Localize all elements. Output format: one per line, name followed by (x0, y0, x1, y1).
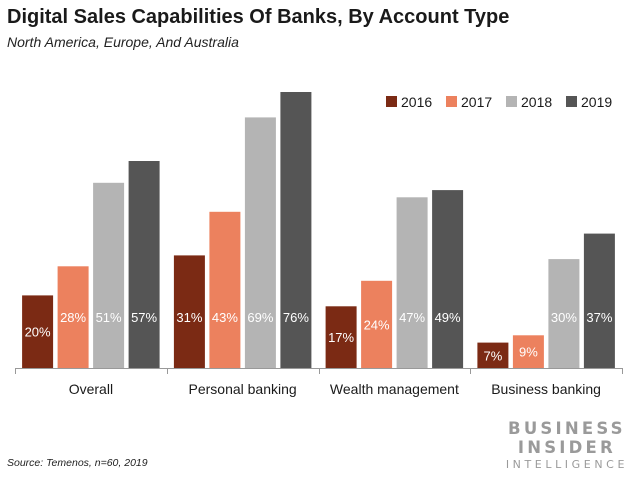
bar-2017-1 (209, 211, 241, 368)
bar-2017-0 (57, 266, 89, 368)
bar-value-label: 49% (435, 310, 461, 325)
bar-value-label: 57% (131, 310, 157, 325)
bar-2017-3 (512, 335, 544, 368)
bar-2019-0 (128, 161, 160, 368)
legend-label-2019: 2019 (581, 94, 612, 110)
legend-swatch-2016 (386, 96, 397, 107)
category-label: Personal banking (189, 381, 297, 397)
legend-label-2018: 2018 (521, 94, 552, 110)
bar-value-label: 17% (328, 330, 354, 345)
business-insider-intelligence-logo: BUSINESS INSIDER INTELLIGENCE (506, 419, 628, 472)
chart-title: Digital Sales Capabilities Of Banks, By … (7, 6, 510, 28)
bar-2019-3 (583, 233, 615, 368)
bar-value-label: 31% (176, 310, 202, 325)
bar-2016-0 (22, 295, 54, 368)
category-label: Business banking (491, 381, 601, 397)
bar-2016-1 (173, 255, 205, 368)
legend-swatch-2017 (446, 96, 457, 107)
bar-2016-3 (477, 342, 509, 368)
bar-value-label: 69% (247, 310, 273, 325)
category-label: Overall (69, 381, 113, 397)
bar-value-label: 20% (25, 325, 51, 340)
bar-2018-1 (244, 117, 276, 369)
bar-2017-2 (361, 280, 393, 368)
logo-line-business: BUSINESS (508, 419, 626, 438)
bar-value-label: 9% (519, 345, 538, 360)
bar-value-label: 30% (551, 310, 577, 325)
logo-line-insider: INSIDER (517, 438, 616, 457)
bar-2016-2 (325, 306, 357, 368)
bar-2018-2 (396, 197, 428, 368)
bar-value-label: 43% (212, 310, 238, 325)
category-label: Wealth management (330, 381, 459, 397)
bar-2018-0 (93, 182, 125, 368)
legend-label-2016: 2016 (401, 94, 432, 110)
bar-value-label: 47% (399, 310, 425, 325)
legend-swatch-2018 (506, 96, 517, 107)
bar-value-label: 76% (283, 310, 309, 325)
bar-2019-2 (432, 190, 464, 368)
bar-value-label: 7% (484, 348, 503, 363)
bar-2018-3 (548, 259, 580, 368)
legend-swatch-2019 (566, 96, 577, 107)
chart-subtitle: North America, Europe, And Australia (7, 34, 239, 50)
bar-value-label: 24% (364, 317, 390, 332)
bar-value-label: 28% (60, 310, 86, 325)
logo-line-intelligence: INTELLIGENCE (505, 458, 628, 471)
bar-value-label: 37% (586, 310, 612, 325)
legend-label-2017: 2017 (461, 94, 492, 110)
bar-2019-1 (280, 92, 312, 368)
bar-value-label: 51% (96, 310, 122, 325)
source-note: Source: Temenos, n=60, 2019 (7, 457, 148, 469)
